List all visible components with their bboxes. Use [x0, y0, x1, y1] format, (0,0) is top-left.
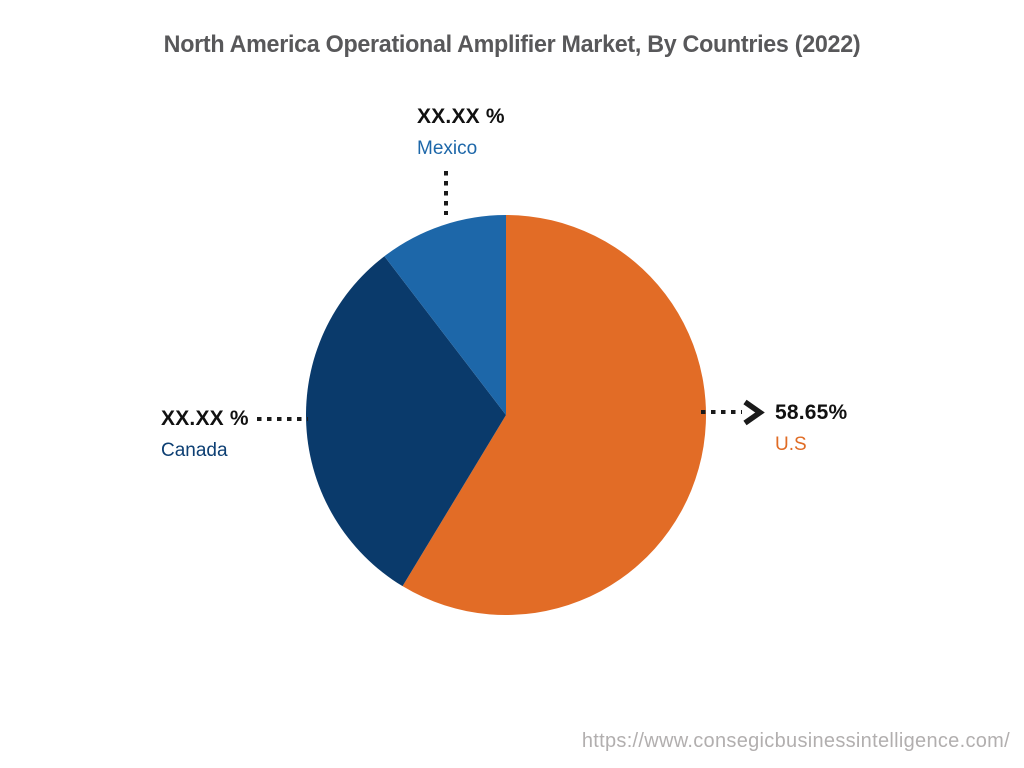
- pie-slice-mexico[interactable]: [384, 215, 506, 415]
- canada-value-label: XX.XX %: [161, 407, 249, 430]
- watermark-url: https://www.consegicbusinessintelligence…: [581, 730, 1010, 752]
- pie-slice-canada[interactable]: [306, 256, 506, 587]
- mexico-name-label: Mexico: [417, 138, 478, 159]
- us-name-label: U.S: [775, 434, 807, 455]
- callout-mexico: XX.XX % Mexico: [417, 106, 505, 158]
- callout-us: 58.65% U.S: [775, 402, 847, 454]
- us-arrow-icon: [743, 399, 765, 426]
- chart-title: North America Operational Amplifier Mark…: [163, 31, 861, 58]
- pie-slice-us[interactable]: [402, 215, 706, 615]
- us-value-label: 58.65%: [775, 401, 848, 424]
- callout-canada: XX.XX % Canada: [161, 408, 249, 460]
- mexico-value-label: XX.XX %: [417, 105, 505, 128]
- pie-chart: [306, 215, 706, 615]
- canada-name-label: Canada: [161, 440, 228, 461]
